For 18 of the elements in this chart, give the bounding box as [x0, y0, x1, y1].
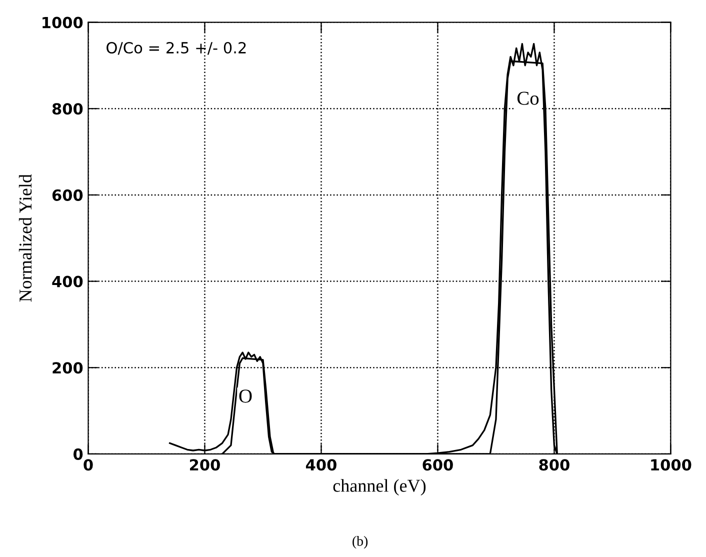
y-tick-label: 800 — [52, 103, 83, 115]
text: (b) — [352, 536, 368, 549]
x-tick-label: 200 — [190, 459, 220, 471]
x-tick-label: 400 — [306, 459, 336, 471]
annotation: O — [239, 390, 252, 403]
annotation: Co — [517, 92, 539, 105]
y-tick-label: 200 — [52, 362, 83, 374]
x-tick-label: 800 — [539, 459, 570, 471]
y-tick-label: 600 — [52, 189, 83, 201]
x-tick-label: 1000 — [651, 459, 692, 471]
y-tick-label: 1000 — [42, 16, 83, 28]
x-axis-title: channel (eV) — [333, 479, 426, 496]
y-axis-title: Normalized Yield — [18, 174, 32, 302]
y-tick-label: 400 — [52, 276, 83, 288]
y-tick-label: 0 — [73, 448, 83, 460]
x-tick-label: 600 — [422, 459, 453, 471]
x-tick-label: 0 — [84, 459, 93, 471]
annotation: O/Co = 2.5 +/- 0.2 — [106, 42, 246, 55]
